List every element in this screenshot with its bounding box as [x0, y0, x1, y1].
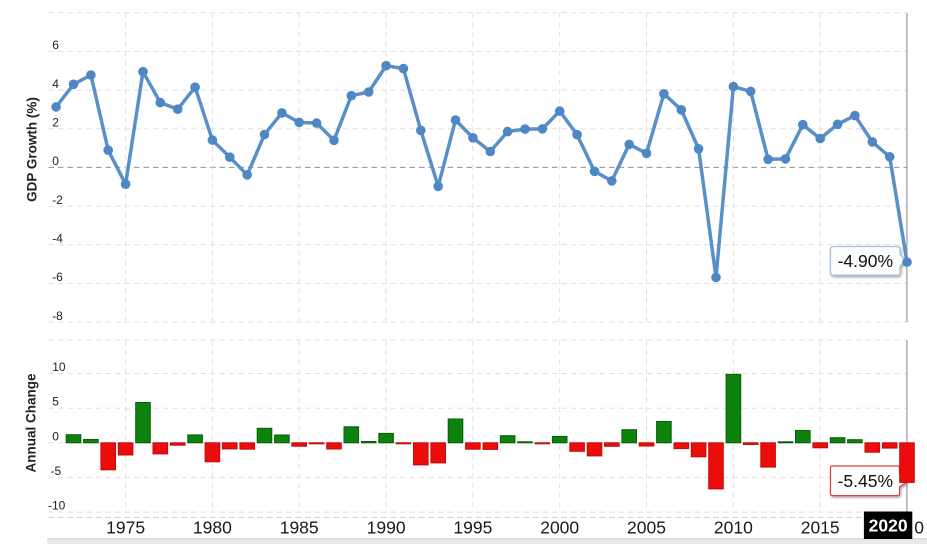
svg-text:6: 6	[52, 38, 59, 52]
svg-text:0: 0	[914, 518, 924, 538]
svg-text:-4: -4	[52, 232, 63, 246]
svg-text:-10: -10	[48, 499, 66, 513]
svg-text:1995: 1995	[453, 518, 492, 538]
svg-text:-8: -8	[52, 309, 63, 323]
svg-text:2005: 2005	[627, 518, 666, 538]
svg-text:2015: 2015	[801, 518, 840, 538]
svg-text:Annual Change: Annual Change	[24, 373, 39, 472]
svg-text:-4.90%: -4.90%	[838, 251, 893, 271]
svg-text:0: 0	[52, 154, 59, 168]
svg-text:10: 10	[52, 360, 66, 374]
svg-text:0: 0	[52, 429, 59, 443]
svg-text:2000: 2000	[540, 518, 579, 538]
svg-text:1985: 1985	[280, 518, 319, 538]
svg-text:4: 4	[52, 77, 59, 91]
svg-text:-5: -5	[51, 464, 62, 478]
svg-text:2010: 2010	[714, 518, 753, 538]
svg-text:5: 5	[52, 395, 59, 409]
svg-text:2020: 2020	[869, 516, 908, 536]
svg-text:2: 2	[52, 116, 59, 130]
svg-text:GDP Growth (%): GDP Growth (%)	[25, 97, 40, 202]
svg-text:-5.45%: -5.45%	[838, 471, 893, 491]
svg-text:-2: -2	[52, 193, 63, 207]
svg-text:1990: 1990	[367, 518, 406, 538]
svg-text:-6: -6	[52, 270, 63, 284]
svg-text:1980: 1980	[193, 518, 232, 538]
svg-text:1975: 1975	[106, 518, 145, 538]
